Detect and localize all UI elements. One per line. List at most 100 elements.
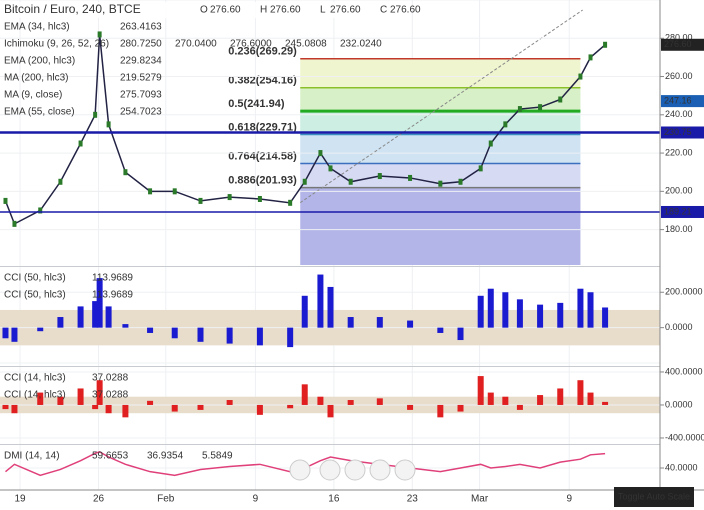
y-tick-label: 200.00 — [665, 186, 693, 196]
candle — [538, 104, 543, 111]
candle — [227, 194, 232, 201]
candle — [318, 150, 323, 157]
price-badge-label: 276.60 — [664, 39, 692, 49]
bar — [437, 327, 444, 333]
bar — [226, 400, 233, 405]
bar — [537, 395, 544, 405]
candle — [148, 188, 153, 195]
candle — [408, 174, 413, 181]
bar — [147, 327, 154, 333]
bar — [516, 299, 523, 328]
bar — [587, 292, 594, 328]
bar — [502, 292, 509, 328]
candle — [438, 180, 443, 187]
legend-value: 5.5849 — [202, 451, 233, 462]
fib-band — [300, 134, 581, 164]
bar — [105, 306, 112, 328]
legend-name: Ichimoku (9, 26, 52, 26) — [4, 39, 109, 50]
candle — [3, 197, 8, 204]
legend-value: 37.0288 — [92, 373, 129, 384]
y-tick-label: 240.00 — [665, 109, 693, 119]
bar — [57, 317, 64, 328]
legend-value: 229.8234 — [120, 56, 162, 67]
candle — [123, 169, 128, 176]
bar — [77, 306, 84, 328]
candle — [257, 195, 262, 202]
price-badge — [661, 95, 704, 108]
y-tick-label: 400.0000 — [665, 366, 703, 376]
ohlc-value: 276.60 — [270, 5, 301, 16]
bar — [477, 376, 484, 405]
bar — [327, 286, 334, 328]
legend-value: 232.0240 — [340, 39, 382, 50]
bar — [347, 317, 354, 328]
candle — [302, 178, 307, 185]
bar — [457, 327, 464, 341]
candle — [578, 73, 583, 80]
fib-label: 0.764(214.58) — [228, 150, 297, 162]
legend-value: 275.7093 — [120, 90, 162, 101]
bar — [347, 400, 354, 405]
bar — [477, 295, 484, 328]
price-badge — [661, 205, 704, 218]
bar — [502, 396, 509, 405]
bar — [287, 404, 294, 409]
legend-name: EMA (200, hlc3) — [4, 56, 75, 67]
fib-label: 0.618(229.71) — [228, 121, 297, 133]
bar — [77, 388, 84, 405]
x-tick-label: 16 — [328, 494, 340, 505]
ohlc-value: 276.60 — [390, 5, 421, 16]
bar — [317, 396, 324, 405]
nav-button — [289, 459, 311, 481]
bar — [11, 327, 18, 342]
candle — [93, 111, 98, 118]
nav-button — [344, 459, 366, 481]
legend-name: CCI (50, hlc3) — [4, 273, 66, 284]
candle — [78, 140, 83, 147]
candle — [106, 121, 111, 128]
legend-name: CCI (14, hlc3) — [4, 373, 66, 384]
candle — [603, 41, 608, 48]
toggle-button-label[interactable]: Toggle Auto Scale — [618, 491, 690, 501]
legend-value: 280.7250 — [120, 39, 162, 50]
bar — [301, 384, 308, 405]
price-badge-label: 247.16 — [664, 95, 692, 105]
legend-value: 59.6653 — [92, 451, 129, 462]
legend-name: DMI (14, 14) — [4, 451, 60, 462]
legend-name: EMA (34, hlc3) — [4, 22, 70, 33]
x-tick-label: 23 — [407, 494, 419, 505]
bar — [301, 295, 308, 328]
y-tick-label: 40.0000 — [665, 462, 698, 472]
bar — [437, 404, 444, 418]
candle — [198, 197, 203, 204]
bar — [602, 401, 609, 405]
bar — [376, 317, 383, 328]
fib-label: 0.886(201.93) — [228, 175, 297, 187]
legend-name: MA (200, hlc3) — [4, 73, 68, 84]
y-tick-label: 0.0000 — [665, 399, 693, 409]
candle — [328, 165, 333, 172]
candle — [517, 106, 522, 113]
bar — [327, 404, 334, 418]
candle — [38, 207, 43, 214]
legend-value: 113.9689 — [92, 273, 133, 284]
y-tick-label: 280.00 — [665, 33, 693, 43]
candle — [377, 173, 382, 180]
toggle-button[interactable] — [614, 487, 694, 507]
bar — [96, 278, 103, 328]
legend-value: 254.7023 — [120, 107, 162, 118]
bar — [37, 392, 44, 405]
line-series — [4, 34, 606, 225]
fib-band — [300, 58, 581, 88]
bar — [457, 404, 464, 412]
ohlc-label: O — [200, 5, 208, 16]
candle — [12, 220, 17, 227]
fib-band — [300, 87, 581, 112]
price-badge — [661, 38, 704, 51]
trend-line — [299, 9, 583, 204]
bar — [256, 327, 263, 346]
nav-button — [319, 459, 341, 481]
candle — [588, 54, 593, 61]
fib-label: 0.236(269.29) — [228, 46, 297, 58]
ohlc-label: C — [380, 5, 387, 16]
